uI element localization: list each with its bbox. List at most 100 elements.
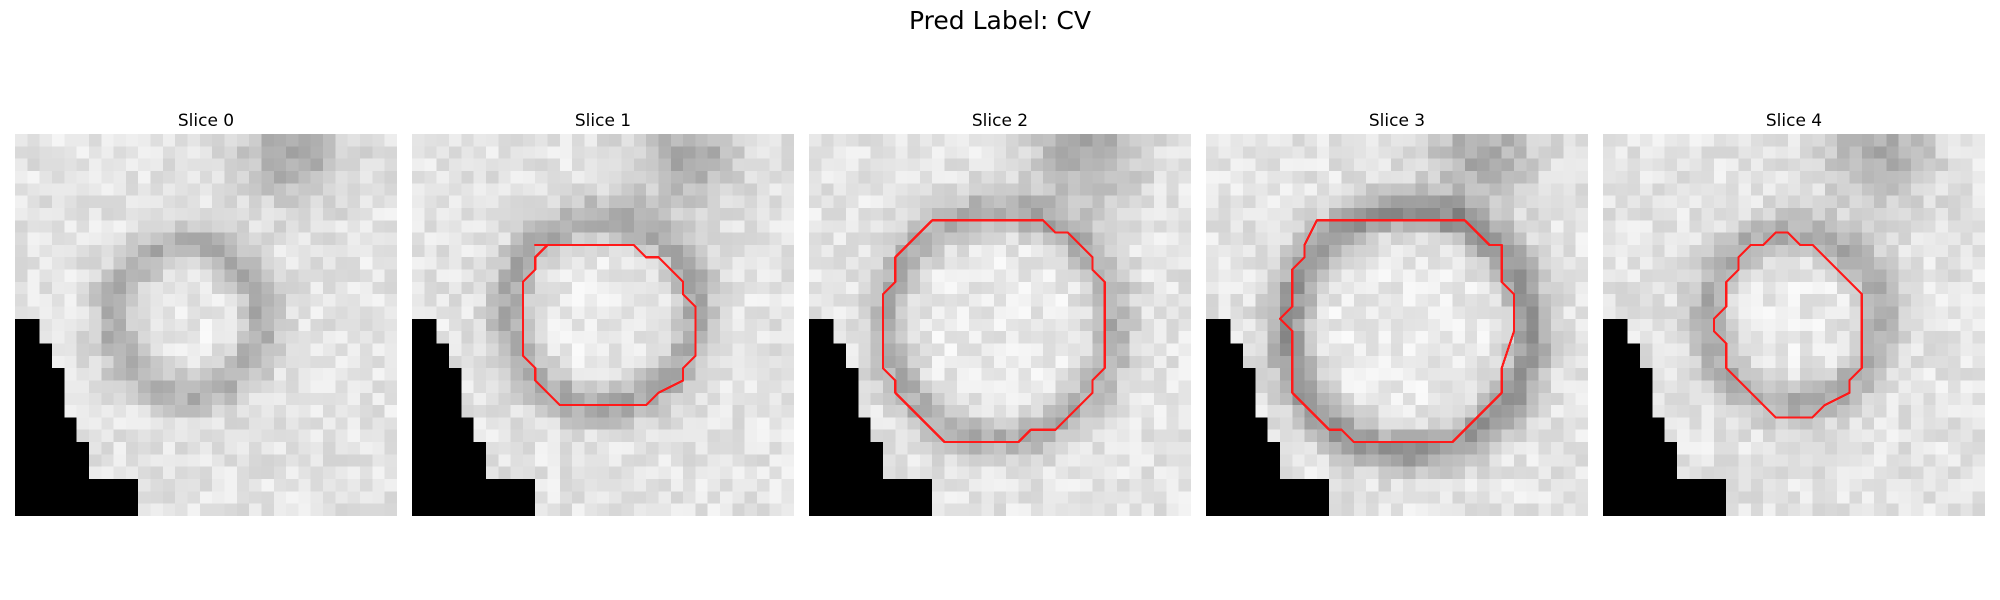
pixel: [769, 318, 782, 332]
pixel: [273, 269, 287, 283]
pixel: [1178, 392, 1191, 406]
pixel: [809, 380, 822, 394]
pixel: [412, 331, 425, 344]
pixel: [347, 146, 361, 159]
pixel: [1627, 207, 1641, 221]
pixel: [412, 392, 425, 406]
pixel: [76, 318, 90, 332]
pixel: [559, 134, 573, 147]
pixel: [1935, 466, 1949, 480]
pixel: [1763, 442, 1776, 455]
pixel: [473, 380, 487, 394]
pixel: [51, 405, 65, 418]
pixel: [360, 417, 373, 430]
pixel: [1329, 405, 1342, 418]
pixel: [1230, 306, 1244, 320]
pixel: [273, 207, 287, 221]
pixel: [76, 454, 90, 467]
pixel: [547, 368, 561, 381]
pixel: [1886, 244, 1899, 258]
pixel: [1230, 479, 1244, 492]
pixel: [384, 170, 397, 184]
pixel: [895, 158, 908, 172]
pixel: [720, 146, 733, 159]
pixel: [1141, 479, 1155, 492]
pixel: [1117, 479, 1130, 492]
pixel: [584, 380, 598, 394]
pixel: [1390, 442, 1404, 455]
pixel: [1713, 429, 1727, 443]
pixel: [39, 466, 53, 480]
pixel: [907, 442, 921, 455]
pixel: [695, 220, 708, 233]
pixel: [1689, 195, 1702, 209]
pixel: [212, 269, 225, 283]
pixel: [670, 417, 684, 430]
pixel: [907, 392, 921, 406]
pixel: [596, 170, 610, 184]
pixel: [1886, 331, 1899, 344]
pixel: [1255, 306, 1268, 320]
pixel: [1218, 281, 1231, 295]
pixel: [1452, 392, 1466, 406]
pixel: [1664, 170, 1678, 184]
pixel: [757, 343, 770, 357]
pixel: [895, 491, 908, 504]
pixel: [547, 331, 561, 344]
pixel: [1218, 294, 1231, 307]
pixel: [1812, 355, 1826, 369]
pixel: [1403, 429, 1416, 443]
pixel: [1551, 380, 1564, 394]
pixel: [621, 281, 635, 295]
pixel: [150, 503, 164, 516]
pixel: [1775, 318, 1789, 332]
pixel: [1403, 134, 1416, 147]
pixel: [1006, 368, 1019, 381]
pixel: [1154, 158, 1167, 172]
pixel: [535, 220, 548, 233]
pixel: [956, 380, 970, 394]
pixel: [125, 195, 139, 209]
pixel: [310, 503, 324, 516]
pixel: [1055, 220, 1069, 233]
pixel: [448, 257, 462, 270]
pixel: [1206, 479, 1219, 492]
pixel: [261, 269, 275, 283]
pixel: [187, 380, 201, 394]
pixel: [1652, 380, 1665, 394]
pixel: [1304, 134, 1318, 147]
pixel: [1489, 158, 1502, 172]
pixel: [1267, 454, 1281, 467]
pixel: [138, 503, 151, 516]
pixel: [1837, 281, 1850, 295]
pixel: [670, 442, 684, 455]
pixel: [1255, 392, 1268, 406]
pixel: [461, 417, 474, 430]
pixel: [1006, 244, 1019, 258]
pixel: [757, 479, 770, 492]
pixel: [1526, 442, 1539, 455]
pixel: [310, 207, 324, 221]
pixel: [1292, 306, 1305, 320]
pixel: [1886, 232, 1899, 246]
pixel: [596, 232, 610, 246]
pixel: [1911, 232, 1924, 246]
pixel: [707, 244, 721, 258]
pixel: [584, 405, 598, 418]
pixel: [448, 294, 462, 307]
pixel: [1378, 294, 1392, 307]
pixel: [372, 158, 385, 172]
pixel: [1701, 207, 1715, 221]
pixel: [1329, 343, 1342, 357]
pixel: [510, 220, 524, 233]
pixel: [1935, 442, 1949, 455]
pixel: [547, 257, 561, 270]
pixel: [1676, 207, 1690, 221]
pixel: [1652, 466, 1665, 480]
pixel: [1861, 442, 1875, 455]
pixel: [732, 355, 745, 369]
figure-title: Pred Label: CV: [909, 6, 1091, 35]
pixel: [249, 183, 262, 196]
pixel: [858, 170, 871, 184]
pixel: [1911, 170, 1924, 184]
